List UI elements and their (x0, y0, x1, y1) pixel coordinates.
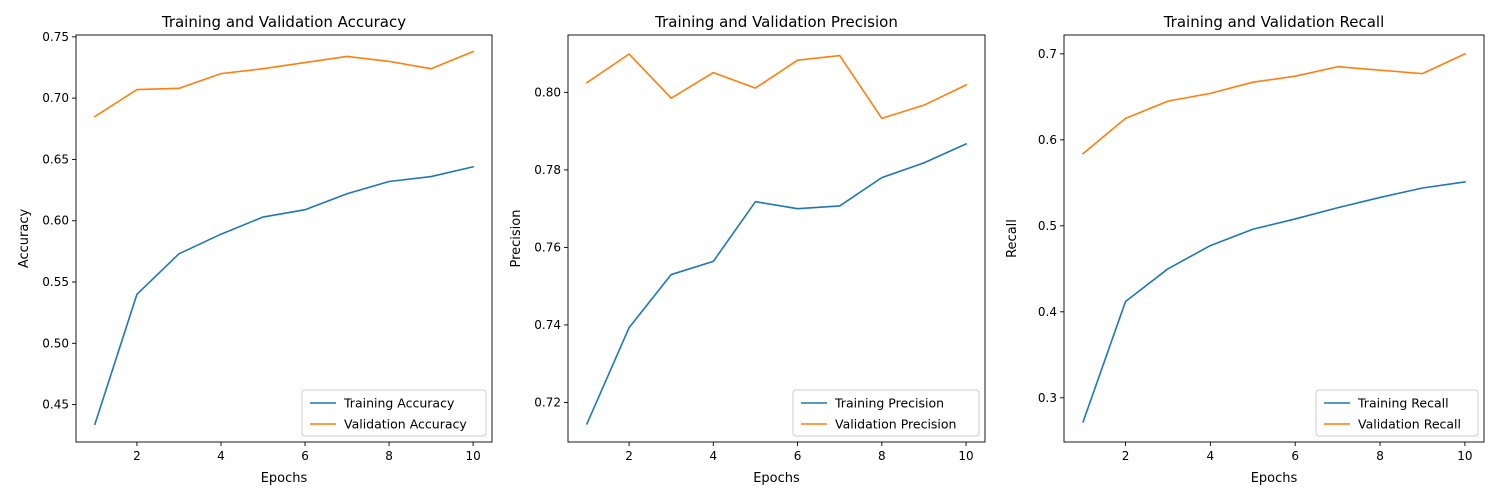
chart-title: Training and Validation Recall (1163, 13, 1385, 31)
y-axis-label: Precision (509, 209, 524, 267)
x-tick-label: 8 (878, 449, 886, 463)
x-tick-label: 2 (625, 449, 633, 463)
y-tick-label: 0.76 (534, 240, 561, 254)
y-tick-label: 0.74 (534, 318, 561, 332)
y-tick-label: 0.5 (1038, 219, 1057, 233)
x-axis-label: Epochs (1251, 471, 1298, 486)
series-line-training (1082, 181, 1466, 423)
legend: Training Accuracy Validation Accuracy (301, 389, 487, 437)
legend-label: Validation Accuracy (344, 417, 467, 432)
x-tick-label: 2 (133, 449, 141, 463)
legend-label: Training Precision (834, 396, 944, 411)
x-tick-label: 6 (794, 449, 802, 463)
x-tick-label: 6 (1291, 449, 1299, 463)
chart-panel-1: 2 4 6 8 10 0.45 0.50 0.55 0.60 0.65 0.70 0.75 Traini… (17, 13, 493, 486)
chart-panel-2: 2 4 6 8 10 0.72 0.74 0.76 0.78 0.80 Training and V… (509, 13, 986, 486)
y-tick-label: 0.7 (1038, 47, 1057, 61)
y-tick-label: 0.50 (42, 336, 69, 350)
y-tick-label: 0.78 (534, 163, 561, 177)
x-axis-label: Epochs (753, 471, 800, 486)
x-tick-label: 4 (217, 449, 225, 463)
y-tick-label: 0.3 (1038, 391, 1057, 405)
legend-label: Validation Recall (1358, 417, 1461, 432)
y-tick-label: 0.6 (1038, 133, 1057, 147)
y-tick-label: 0.65 (42, 152, 69, 166)
y-axis-label: Recall (1005, 219, 1020, 258)
legend-label: Validation Precision (835, 417, 956, 432)
series-line-training (93, 165, 475, 426)
series-line-validation (1081, 52, 1466, 155)
y-tick-label: 0.70 (42, 91, 69, 105)
x-tick-label: 10 (1457, 449, 1472, 463)
series-line-validation (93, 50, 475, 118)
x-tick-label: 8 (1376, 449, 1384, 463)
legend-box (301, 389, 487, 437)
x-tick-label: 2 (1122, 449, 1130, 463)
plot-area (1064, 35, 1484, 442)
y-tick-label: 0.45 (42, 398, 69, 412)
x-tick-label: 10 (958, 449, 973, 463)
y-tick-label: 0.55 (42, 275, 69, 289)
legend: Training Recall Validation Recall (1315, 389, 1479, 437)
x-tick-label: 6 (301, 449, 309, 463)
axes-frame (75, 34, 493, 443)
x-axis-label: Epochs (261, 471, 308, 486)
x-tick-label: 8 (385, 449, 393, 463)
y-tick-label: 0.4 (1038, 305, 1057, 319)
legend-label: Training Recall (1357, 396, 1449, 411)
axes-frame (567, 34, 986, 443)
plot-area (76, 35, 492, 442)
legend-label: Training Accuracy (343, 396, 455, 411)
chart-panel-3: 2 4 6 8 10 0.3 0.4 0.5 0.6 0.7 Training and Valida… (1005, 13, 1485, 486)
chart-title: Training and Validation Precision (654, 13, 898, 31)
y-tick-label: 0.75 (42, 30, 69, 44)
y-axis-label: Accuracy (17, 209, 32, 269)
series-line-training (585, 142, 968, 425)
legend-box (1315, 389, 1479, 437)
x-tick-label: 10 (465, 449, 480, 463)
axes-frame (1063, 34, 1485, 443)
x-tick-label: 4 (709, 449, 717, 463)
chart-title: Training and Validation Accuracy (161, 13, 406, 31)
y-tick-label: 0.60 (42, 214, 69, 228)
y-tick-label: 0.80 (534, 85, 561, 99)
legend-box (792, 389, 980, 437)
y-tick-label: 0.72 (534, 395, 561, 409)
series-line-validation (585, 53, 968, 120)
plot-area (568, 35, 985, 442)
legend: Training Precision Validation Precision (792, 389, 980, 437)
x-tick-label: 4 (1207, 449, 1215, 463)
